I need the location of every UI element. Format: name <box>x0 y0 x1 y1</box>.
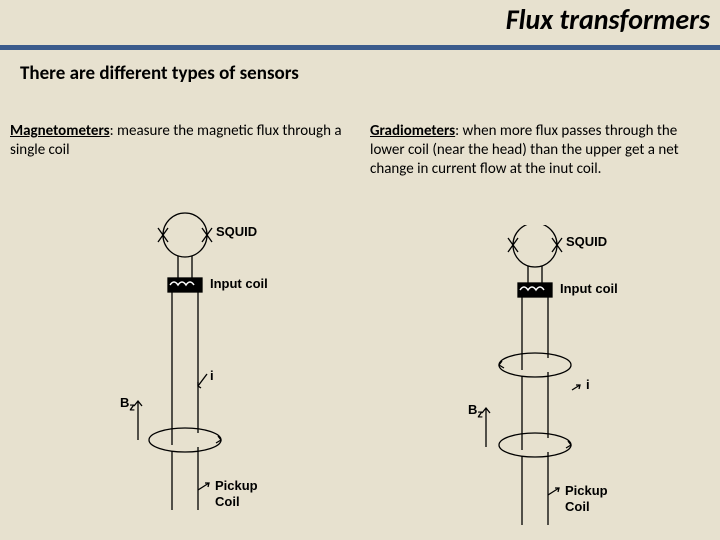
magnetometer-term: Magnetometers <box>10 122 110 140</box>
slide: Flux transformers There are different ty… <box>0 0 720 540</box>
title-bar: Flux transformers <box>0 0 720 50</box>
slide-subtitle: There are different types of sensors <box>20 62 299 85</box>
squid-label: SQUID <box>216 224 257 239</box>
coil-label: Coil <box>215 494 240 509</box>
current-i-label: i <box>210 368 214 383</box>
bz-z-r: z <box>477 409 482 421</box>
gradiometer-svg <box>420 225 720 525</box>
current-i-label-r: i <box>586 377 590 392</box>
squid-label-r: SQUID <box>566 234 607 249</box>
bz-z: z <box>129 402 134 414</box>
pickup-label: Pickup <box>215 478 258 493</box>
bz-b-r: B <box>468 402 477 417</box>
coil-label-r: Coil <box>565 499 590 514</box>
left-column: Magnetometers: measure the magnetic flux… <box>10 122 350 160</box>
input-coil-label-r: Input coil <box>560 281 618 296</box>
bz-label: Bz <box>120 395 135 414</box>
gradiometer-diagram: SQUID Input coil i Bz Pickup Coil <box>420 225 720 525</box>
pickup-label-r: Pickup <box>565 483 608 498</box>
magnetometer-svg <box>70 210 370 510</box>
input-coil-label: Input coil <box>210 276 268 291</box>
gradiometer-caption: Gradiometers: when more flux passes thro… <box>370 122 710 178</box>
right-column: Gradiometers: when more flux passes thro… <box>370 122 710 178</box>
slide-title: Flux transformers <box>506 2 710 37</box>
gradiometer-term: Gradiometers <box>370 122 455 140</box>
bz-label-r: Bz <box>468 402 483 421</box>
magnetometer-diagram: SQUID Input coil i Bz Pickup Coil <box>70 210 370 510</box>
magnetometer-caption: Magnetometers: measure the magnetic flux… <box>10 122 350 160</box>
bz-b: B <box>120 395 129 410</box>
